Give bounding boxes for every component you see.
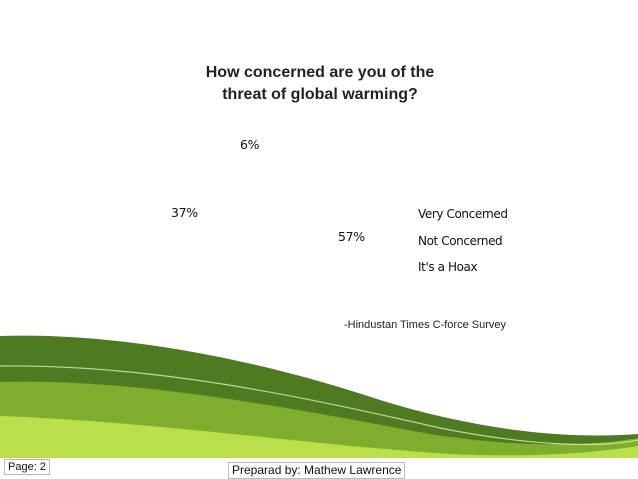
page-number: Page: 2: [4, 459, 50, 475]
prepared-by: Preparad by: Mathew Lawrence: [228, 462, 406, 479]
data-label-very-concerned: 57%: [338, 229, 365, 244]
legend-item-very-concerned: Very Concerned: [418, 207, 508, 221]
source-note: -Hindustan Times C-force Survey: [344, 319, 506, 331]
data-label-not-concerned: 37%: [171, 205, 198, 220]
wave-highlight: [0, 365, 638, 446]
legend-item-not-concerned: Not Concerned: [418, 234, 503, 248]
legend-item-hoax: It's a Hoax: [418, 260, 478, 274]
chart-title-line-2: threat of global warming?: [222, 86, 418, 103]
decorative-wave-background: [0, 335, 638, 479]
chart-title-line-1: How concerned are you of the: [205, 64, 435, 81]
data-label-hoax: 6%: [240, 137, 260, 152]
chart-title: How concerned are you of the threat of g…: [170, 62, 470, 106]
